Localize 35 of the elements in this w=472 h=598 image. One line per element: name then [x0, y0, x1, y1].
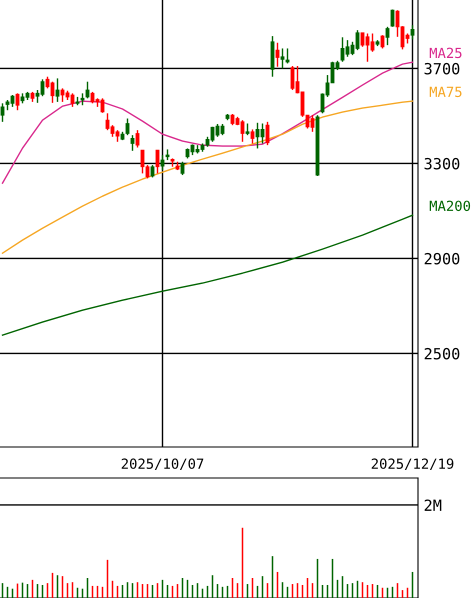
y-tick-label: 2500 [424, 348, 460, 360]
series-label: MA25 [430, 48, 462, 58]
candlestick [276, 42, 280, 68]
candlestick [386, 26, 390, 46]
series-label: MA75 [430, 86, 462, 98]
candlestick [180, 161, 184, 176]
candlestick [160, 154, 164, 171]
line-series [2, 100, 414, 254]
candlestick [136, 129, 140, 148]
series-label: MA200 [430, 200, 470, 212]
x-tick-label: 2025/10/07 [122, 458, 204, 470]
candlestick [56, 78, 60, 103]
candlestick [30, 91, 34, 103]
candlestick [126, 118, 130, 136]
y-tick-label: 3300 [424, 158, 460, 170]
candlestick [80, 92, 84, 106]
candlestick [156, 149, 160, 174]
candlestick [16, 92, 20, 111]
candlestick [390, 8, 394, 28]
line-series [2, 62, 414, 184]
y-tick-label: 2M [424, 499, 442, 511]
candlestick [250, 128, 254, 144]
y-tick-label: 2900 [424, 252, 460, 264]
candlestick [130, 134, 134, 152]
candlestick [0, 102, 4, 123]
candlestick [246, 122, 250, 136]
candlestick [150, 164, 154, 178]
x-tick-label: 2025/12/19 [372, 458, 454, 470]
candlestick [266, 121, 270, 146]
candlestick [166, 148, 170, 161]
y-tick-label: 3700 [424, 62, 460, 74]
candlestick [86, 81, 90, 100]
candlestick [380, 34, 384, 50]
candlestick [410, 24, 414, 40]
line-series [2, 214, 414, 336]
